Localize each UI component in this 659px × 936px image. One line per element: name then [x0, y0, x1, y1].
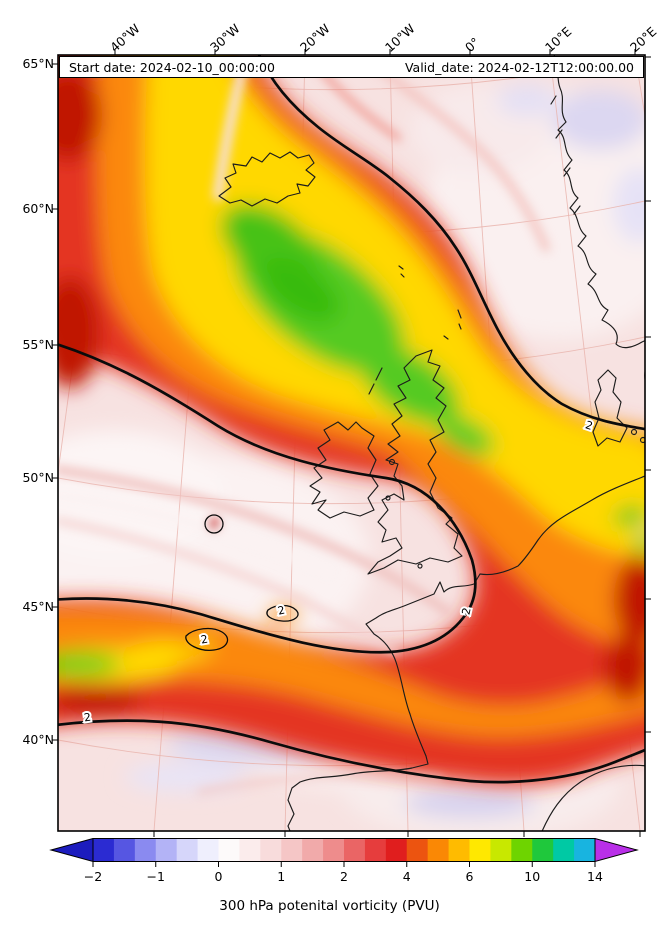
colorbar-tick-label: 14	[587, 869, 603, 884]
color-over-arrow	[594, 838, 639, 863]
coastline-norway	[553, 55, 645, 349]
start-date-label: Start date: 2024-02-10_00:00:00	[69, 59, 275, 75]
pv-yellow-region	[145, 55, 645, 557]
map-title-bar: Start date: 2024-02-10_00:00:00 Valid_da…	[59, 56, 644, 78]
lat-label-50n: 50°N	[22, 470, 54, 485]
coastline-mediterranean	[541, 764, 645, 831]
pv2-contours	[58, 55, 645, 784]
pv2-contour-south	[58, 719, 645, 784]
colorbar-tick-label: 4	[403, 869, 411, 884]
color-under-arrow	[49, 838, 94, 863]
axis-ticks	[52, 49, 651, 837]
pv2-contour-wedge	[58, 343, 477, 654]
field-main	[58, 55, 645, 785]
coastline-faroe-shetland	[398, 265, 462, 340]
lat-label-40n: 40°N	[22, 732, 54, 747]
coastline-iceland	[218, 151, 316, 207]
valid-date-label: Valid_date: 2024-02-12T12:00:00.00	[404, 59, 634, 75]
thin-contours	[185, 514, 299, 651]
colorbar-tick-label: −2	[84, 869, 102, 884]
colorbar-tick-label: 1	[277, 869, 285, 884]
colorbar-tick-label: 2	[340, 869, 348, 884]
coastline-norway-islands	[550, 95, 581, 215]
coastline-continent	[287, 475, 645, 831]
lat-label-55n: 55°N	[22, 337, 54, 352]
colorbar-tick-label: 6	[466, 869, 474, 884]
anglesey	[385, 495, 391, 501]
coastline-sweden	[644, 368, 645, 382]
coastlines	[218, 55, 645, 831]
lat-label-65n: 65°N	[22, 56, 54, 71]
map-frame	[57, 54, 646, 832]
colorbar-tick-label: 0	[215, 869, 223, 884]
colorbar-tick-label: −1	[147, 869, 165, 884]
figure-caption: 300 hPa potenital vorticity (PVU)	[219, 898, 440, 914]
isle-of-man	[388, 458, 396, 466]
isle-of-wight	[417, 563, 423, 569]
lat-label-45n: 45°N	[22, 599, 54, 614]
coastline-hebrides	[368, 367, 383, 395]
colorbar-tick-label: 10	[524, 869, 540, 884]
coastline-denmark	[592, 369, 628, 447]
lat-label-60n: 60°N	[22, 201, 54, 216]
coastline-great-britain	[367, 349, 463, 575]
colorbar: −2 −1 0 1 2 4 6 10 14	[49, 838, 639, 884]
pv2-contour-north	[257, 55, 645, 431]
